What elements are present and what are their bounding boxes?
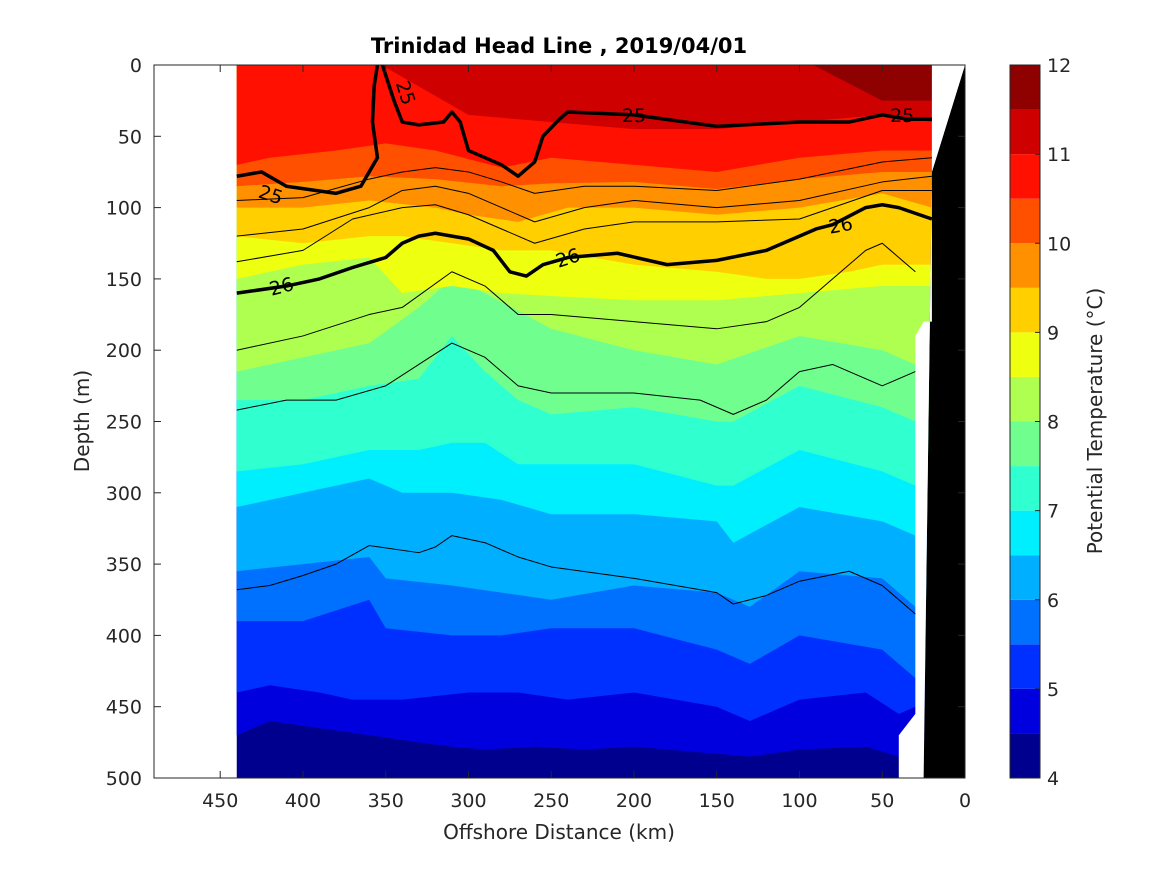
- colorbar-swatch: [1010, 376, 1040, 422]
- contour-line-26.75: [236, 535, 916, 615]
- colorbar-swatch: [1010, 599, 1040, 645]
- colorbar-swatch: [1010, 733, 1040, 778]
- temperature-band: [381, 65, 932, 130]
- contour-label: 25: [890, 105, 914, 127]
- bathymetry-mask: [898, 65, 965, 778]
- colorbar-swatch: [1010, 688, 1040, 734]
- x-tick-label: 400: [285, 790, 321, 812]
- chart-title: Trinidad Head Line , 2019/04/01: [371, 34, 747, 58]
- colorbar-tick-label: 11: [1047, 144, 1071, 166]
- colorbar-tick-label: 10: [1047, 233, 1071, 255]
- contour-line-26.25: [236, 242, 916, 351]
- colorbar-swatch: [1010, 644, 1040, 689]
- x-tick-label: 300: [450, 790, 486, 812]
- temperature-bands: [236, 65, 932, 778]
- seafloor-shelf: [923, 65, 965, 778]
- colorbar-swatch: [1010, 510, 1040, 556]
- colorbar-tick-label: 4: [1047, 768, 1059, 790]
- y-tick-label: 250: [106, 412, 142, 434]
- colorbar-swatch: [1010, 466, 1040, 511]
- colorbar-swatch: [1010, 287, 1040, 333]
- contour-line-26.5: [236, 342, 916, 415]
- colorbar-label: Potential Temperature (°C): [1083, 288, 1107, 555]
- contour-line-25.25: [236, 157, 932, 201]
- y-axis: 0 50 100 150 200 250 300 350 400 450 500: [106, 55, 965, 790]
- x-axis-label: Offshore Distance (km): [443, 820, 675, 844]
- colorbar-tick-label: 12: [1047, 55, 1071, 77]
- contour-line-25.75: [236, 189, 932, 263]
- x-tick-label: 100: [781, 790, 817, 812]
- y-tick-label: 400: [106, 625, 142, 647]
- colorbar: 4 5 6 7 8 9 10 11 12: [1009, 55, 1071, 790]
- y-tick-label: 500: [106, 768, 142, 790]
- y-tick-label: 350: [106, 554, 142, 576]
- colorbar-swatch: [1010, 109, 1040, 155]
- x-tick-label: 150: [699, 790, 735, 812]
- colorbar-swatch: [1010, 65, 1040, 110]
- contour-line-26: [236, 202, 933, 295]
- colorbar-swatch: [1010, 198, 1040, 244]
- contour-line-25: [236, 65, 380, 196]
- x-tick-label: 450: [202, 790, 238, 812]
- colorbar-swatch: [1010, 421, 1040, 467]
- colorbar-tick-label: 7: [1047, 501, 1059, 523]
- contour-line-25.5: [236, 175, 932, 237]
- y-tick-label: 150: [106, 269, 142, 291]
- y-tick-label: 100: [106, 198, 142, 220]
- x-tick-label: 350: [368, 790, 404, 812]
- y-tick-label: 450: [106, 697, 142, 719]
- colorbar-tick-label: 5: [1047, 679, 1059, 701]
- x-tick-label: 250: [533, 790, 569, 812]
- y-tick-label: 200: [106, 340, 142, 362]
- x-tick-label: 200: [616, 790, 652, 812]
- no-data-region: [898, 65, 965, 778]
- colorbar-tick-label: 9: [1047, 322, 1059, 344]
- contour-label: 26: [827, 213, 855, 239]
- contour-line-25: [380, 65, 932, 178]
- colorbar-tick-label: 6: [1047, 590, 1059, 612]
- y-tick-label: 0: [130, 55, 142, 77]
- colorbar-swatch: [1010, 243, 1040, 288]
- density-contours: [236, 65, 933, 615]
- x-tick-label: 50: [870, 790, 894, 812]
- colorbar-tick-label: 8: [1047, 412, 1059, 434]
- x-tick-label: 0: [959, 790, 971, 812]
- colorbar-swatch: [1010, 555, 1040, 600]
- x-axis: 450 400 350 300 250 200 150 100 50 0: [202, 65, 971, 812]
- contour-label: 25: [622, 105, 646, 127]
- y-tick-label: 300: [106, 483, 142, 505]
- y-tick-label: 50: [118, 126, 142, 148]
- colorbar-swatch: [1010, 332, 1040, 377]
- colorbar-swatch: [1010, 154, 1040, 199]
- temperature-band: [813, 65, 932, 101]
- y-axis-label: Depth (m): [70, 370, 94, 472]
